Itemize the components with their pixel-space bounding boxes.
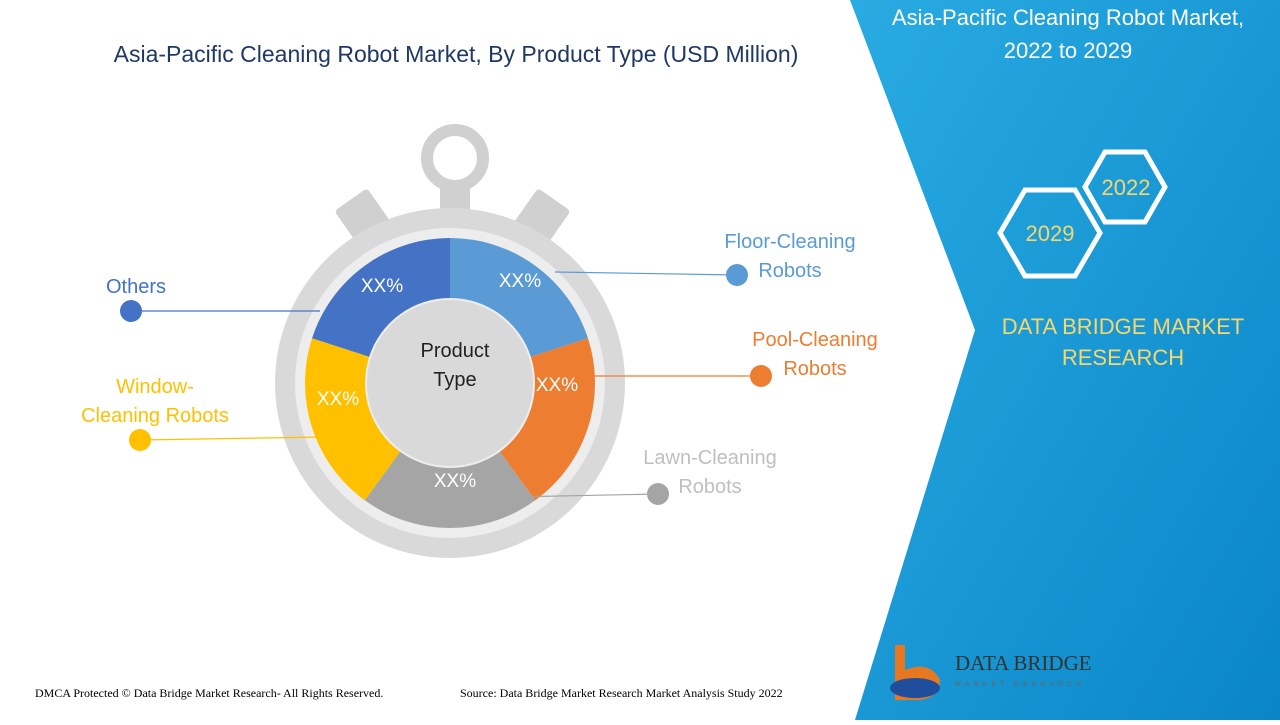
segment-value: XX%	[317, 389, 359, 410]
crown-ring	[421, 124, 489, 192]
segment-label: Cleaning Robots	[81, 405, 229, 427]
segment	[312, 238, 450, 357]
hexagon	[997, 187, 1103, 279]
leader-line	[139, 436, 326, 441]
segment	[499, 338, 596, 501]
leader-dot	[726, 264, 748, 286]
leader-dot	[120, 300, 142, 322]
segment-label: Lawn-Cleaning	[643, 447, 776, 469]
logo-name: DATA BRIDGE	[955, 651, 1092, 675]
side-title: Asia-Pacific Cleaning Robot Market, 2022…	[892, 5, 1244, 63]
source: Source: Data Bridge Market Research Mark…	[460, 686, 783, 700]
side-title-line: Asia-Pacific Cleaning Robot Market,	[892, 5, 1244, 30]
segment-label: Floor-Cleaning	[724, 231, 855, 253]
segment-label: Others	[106, 276, 166, 298]
segment-value: XX%	[434, 471, 476, 492]
year: 2022	[1102, 175, 1151, 200]
year: 2029	[1026, 221, 1075, 246]
segment-label: Robots	[758, 260, 821, 282]
leader-dot	[750, 365, 772, 387]
segment-label: Robots	[783, 358, 846, 380]
logo-tagline: MARKET RESEARCH	[955, 681, 1085, 688]
segments: XX% XX% XX% XX% XX%	[305, 238, 596, 529]
center-disc	[367, 300, 533, 466]
center-label: Type	[433, 369, 476, 391]
segment-labels: Floor-Cleaning Robots Pool-Cleaning Robots L…	[81, 231, 878, 505]
leader-line	[554, 271, 738, 276]
side-panel	[850, 0, 1280, 720]
segment-label: Robots	[678, 476, 741, 498]
side-title-line: 2022 to 2029	[1004, 38, 1132, 63]
segment-value: XX%	[536, 375, 578, 396]
segment-value: XX%	[361, 276, 403, 297]
center-label: Product	[421, 340, 490, 362]
brand: DATA BRIDGE MARKET	[1002, 314, 1244, 339]
copyright: DMCA Protected © Data Bridge Market Rese…	[35, 686, 383, 700]
title: Asia-Pacific Cleaning Robot Market, By P…	[114, 41, 799, 67]
hexagon	[1082, 149, 1168, 225]
leader-dot	[129, 429, 151, 451]
leader-line	[509, 493, 659, 498]
segment	[450, 238, 588, 357]
segment-label: Pool-Cleaning	[752, 329, 878, 351]
segment-label: Window-	[116, 376, 194, 398]
segment	[305, 338, 401, 501]
leader-dot	[647, 483, 669, 505]
logo: DATA BRIDGE MARKET RESEARCH	[890, 645, 1092, 700]
segment-value: XX%	[499, 271, 541, 292]
logo-mark	[890, 678, 940, 698]
segment	[364, 451, 536, 529]
brand: RESEARCH	[1062, 345, 1184, 370]
